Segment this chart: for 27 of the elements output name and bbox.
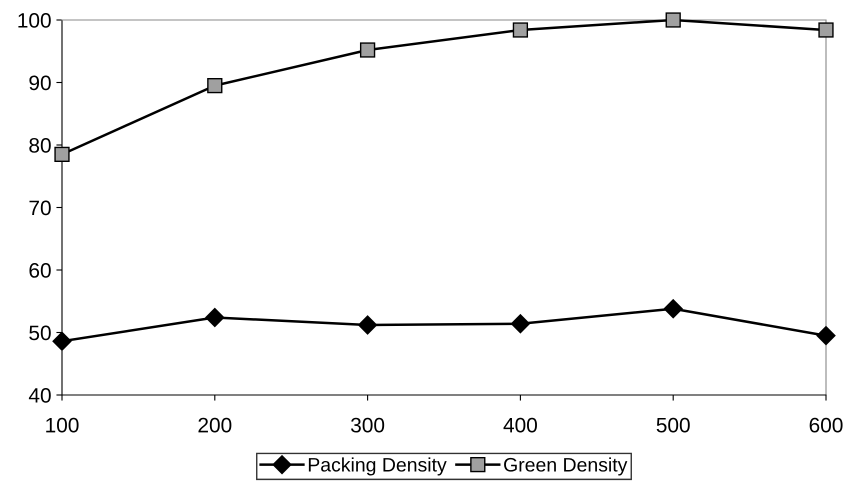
point	[512, 22, 528, 38]
legend-label: Green Density	[504, 457, 628, 476]
point	[205, 308, 224, 328]
point	[52, 332, 72, 351]
y-tick-label: 70	[29, 200, 51, 216]
point	[666, 12, 681, 28]
x-tick-label: 600	[810, 418, 843, 433]
point	[818, 22, 834, 38]
legend-label: Packing Density	[308, 457, 447, 476]
y-tick-label: 50	[29, 326, 51, 340]
y-tick-label: 60	[29, 263, 51, 278]
point	[358, 315, 378, 335]
x-tick-label: 300	[351, 418, 384, 433]
point	[54, 146, 70, 162]
x-tick-label: 200	[198, 418, 232, 433]
y-tick-label: 40	[28, 388, 51, 403]
point	[816, 326, 836, 346]
point	[360, 42, 376, 58]
y-tick-label: 80	[29, 138, 51, 153]
y-tick-label: 90	[29, 76, 51, 90]
x-tick-label: 500	[656, 418, 690, 433]
point	[664, 299, 683, 318]
point	[510, 314, 530, 334]
x-tick-label: 100	[46, 418, 79, 433]
point	[207, 78, 222, 94]
x-tick-label: 400	[504, 418, 537, 433]
y-tick-label: 100	[18, 13, 51, 28]
